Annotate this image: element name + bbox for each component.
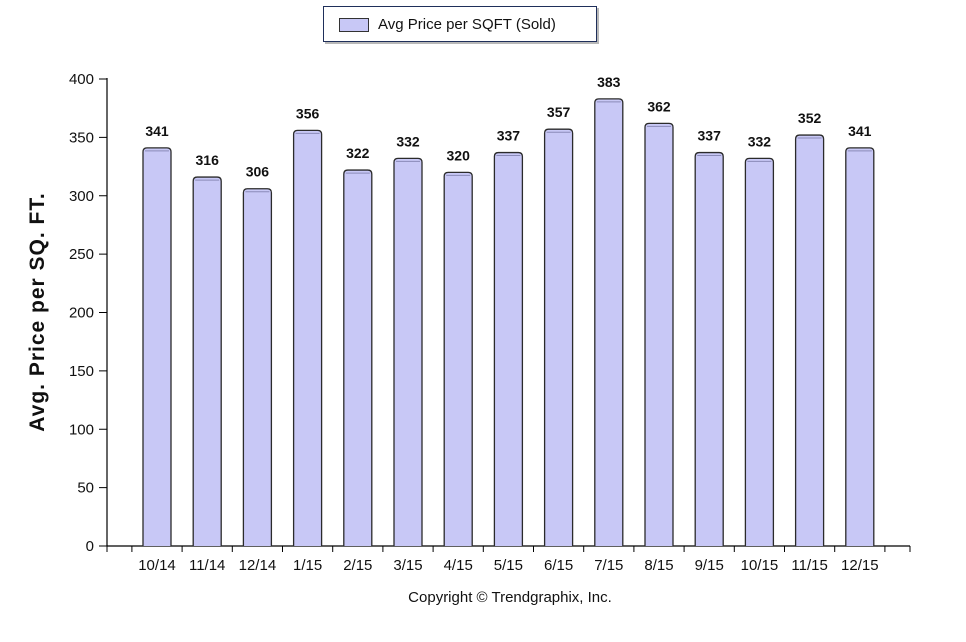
- y-tick-label: 350: [69, 129, 94, 146]
- bar: [343, 169, 373, 546]
- data-label: 332: [396, 133, 420, 149]
- x-tick-label: 12/14: [239, 557, 277, 574]
- y-axis: 0 50 100 150 200 250 300 350 400: [69, 71, 108, 555]
- bar: [644, 122, 674, 546]
- bar: [443, 171, 473, 546]
- x-axis: 10/14 11/14 12/14 1/15 2/15 3/15 4/15 5/15 6/15 7…: [106, 545, 911, 574]
- y-tick-label: 0: [86, 538, 94, 555]
- bar: [493, 151, 524, 546]
- bar: [192, 176, 222, 546]
- x-tick-label: 9/15: [695, 557, 724, 574]
- y-tick-label: 200: [69, 305, 94, 322]
- y-tick-label: 250: [69, 246, 94, 263]
- bar: [694, 151, 724, 546]
- data-label: 306: [246, 164, 270, 180]
- x-tick-label: 11/15: [791, 557, 827, 574]
- x-tick-label: 11/14: [189, 557, 225, 574]
- y-tick-label: 100: [69, 421, 94, 438]
- x-tick-label: 3/15: [393, 557, 422, 574]
- bar: [242, 188, 273, 546]
- bar: [744, 157, 775, 546]
- data-label: 332: [748, 133, 772, 149]
- legend-swatch: [339, 18, 369, 32]
- data-label: 352: [798, 110, 822, 126]
- x-tick-label: 12/15: [841, 557, 879, 574]
- x-tick-label: 1/15: [293, 557, 322, 574]
- bar: [393, 157, 423, 546]
- legend-label: Avg Price per SQFT (Sold): [378, 16, 556, 33]
- data-label: 357: [547, 104, 571, 120]
- bar: [142, 147, 172, 546]
- x-tick-label: 6/15: [544, 557, 573, 574]
- x-tick-label: 8/15: [644, 557, 673, 574]
- data-label: 337: [497, 128, 521, 144]
- copyright-text: Copyright © Trendgraphix, Inc.: [408, 589, 612, 606]
- bar: [794, 134, 825, 546]
- x-tick-label: 2/15: [343, 557, 372, 574]
- data-label: 362: [647, 98, 671, 114]
- x-tick-label: 7/15: [594, 557, 623, 574]
- bar: [594, 98, 624, 546]
- data-label: 322: [346, 145, 370, 161]
- y-axis-label: Avg. Price per SQ. FT.: [26, 192, 49, 431]
- y-tick-label: 50: [77, 480, 94, 497]
- x-tick-label: 5/15: [494, 557, 523, 574]
- y-tick-label: 300: [69, 188, 94, 205]
- data-label: 337: [698, 128, 722, 144]
- bar: [845, 147, 875, 546]
- data-label: 341: [848, 123, 872, 139]
- x-tick-label: 10/14: [138, 557, 176, 574]
- bar: [543, 128, 574, 546]
- data-label: 316: [196, 152, 220, 168]
- data-label: 383: [597, 74, 621, 90]
- bars: 341 316 306 356 322 332 320 337 357 383 362 337 332 3…: [142, 74, 875, 546]
- y-tick-label: 150: [69, 363, 94, 380]
- x-tick-label: 4/15: [444, 557, 473, 574]
- legend: Avg Price per SQFT (Sold): [323, 6, 597, 42]
- data-label: 341: [145, 123, 169, 139]
- data-label: 356: [296, 105, 320, 121]
- bar: [292, 129, 323, 546]
- data-label: 320: [447, 147, 471, 163]
- y-tick-label: 400: [69, 71, 94, 88]
- x-tick-label: 10/15: [741, 557, 779, 574]
